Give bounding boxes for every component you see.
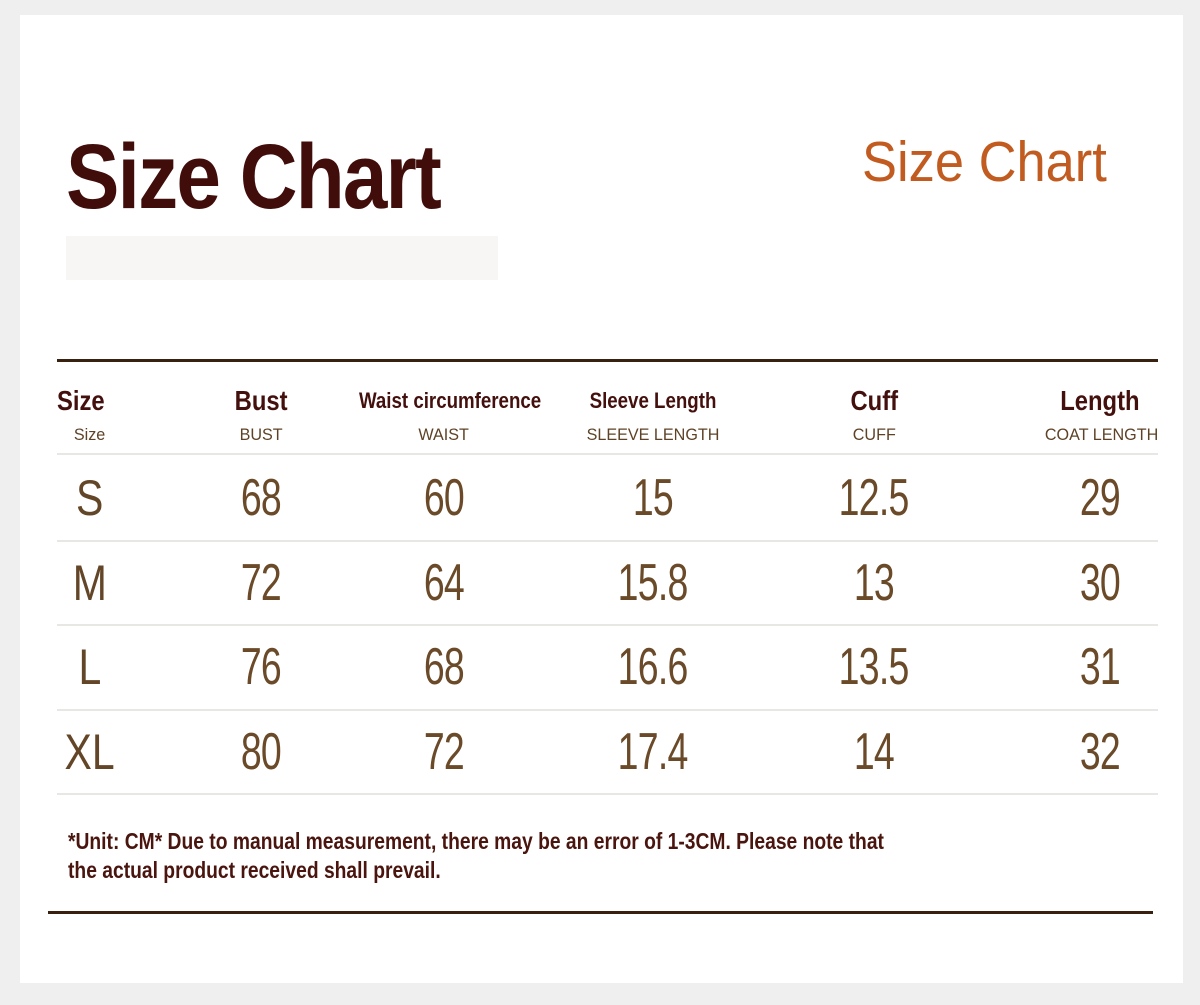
main-title: Size Chart (66, 126, 442, 228)
column-subheader: SLEEVE LENGTH (586, 425, 720, 444)
column-subheader: Size (73, 425, 106, 444)
value-cell: 12.5 (838, 469, 910, 528)
value-cell: 68 (241, 469, 282, 528)
size-cell: S (75, 470, 104, 527)
value-cell: 64 (423, 553, 465, 612)
table-header-row: Size Size Bust BUST Waist circumference … (57, 362, 1158, 455)
column-bust: Bust BUST (178, 386, 344, 453)
value-cell: 72 (423, 722, 465, 781)
column-header: Size (57, 385, 105, 416)
column-header: Sleeve Length (589, 388, 717, 413)
column-subheader: CUFF (852, 425, 896, 444)
value-cell: 14 (853, 722, 895, 781)
value-cell: 31 (1079, 638, 1121, 697)
table-row-s: S 68 60 15 12.5 29 (57, 457, 1158, 542)
column-size: Size Size (57, 386, 178, 453)
value-cell: 32 (1079, 722, 1121, 781)
value-cell: 13 (853, 553, 895, 612)
table-row-m: M 72 64 15.8 13 30 (57, 542, 1158, 626)
column-header: Waist circumference (359, 388, 542, 413)
column-waist: Waist circumference WAIST (344, 386, 543, 453)
size-cell: M (72, 554, 107, 611)
column-subheader: WAIST (418, 425, 470, 444)
table-bottom-rule (48, 911, 1153, 914)
title-highlight-box (66, 236, 498, 280)
size-note: *Unit: CM* Due to manual measurement, th… (68, 827, 1063, 884)
value-cell: 30 (1079, 553, 1121, 612)
column-subheader: COAT LENGTH (1045, 425, 1159, 444)
size-note-line-1: *Unit: CM* Due to manual measurement, th… (68, 828, 884, 854)
column-header: Cuff (850, 385, 898, 416)
column-header: Bust (234, 385, 288, 416)
table-row-xl: XL 80 72 17.4 14 32 (57, 711, 1158, 795)
table-top-rule (57, 359, 1158, 362)
value-cell: 72 (241, 553, 282, 612)
value-cell: 17.4 (617, 722, 689, 781)
value-cell: 13.5 (838, 638, 910, 697)
corner-title: Size Chart (862, 130, 1107, 194)
column-subheader: BUST (239, 425, 283, 444)
column-sleeve: Sleeve Length SLEEVE LENGTH (544, 386, 762, 453)
value-cell: 60 (423, 469, 465, 528)
value-cell: 29 (1079, 469, 1121, 528)
size-chart-card: Size Chart Size Chart Size Size Bust BUS… (20, 15, 1183, 983)
size-note-line-2: the actual product received shall prevai… (68, 856, 441, 883)
value-cell: 16.6 (617, 638, 689, 697)
column-header: Length (1060, 385, 1140, 416)
size-cell: L (78, 639, 101, 696)
size-cell: XL (64, 723, 115, 780)
value-cell: 80 (241, 722, 282, 781)
value-cell: 68 (423, 638, 465, 697)
size-table-body: S 68 60 15 12.5 29 M 72 64 15.8 13 30 L … (57, 457, 1158, 795)
column-length: Length COAT LENGTH (986, 386, 1158, 453)
value-cell: 15.8 (617, 553, 689, 612)
value-cell: 15 (632, 469, 674, 528)
column-cuff: Cuff CUFF (762, 386, 987, 453)
value-cell: 76 (241, 638, 282, 697)
table-row-l: L 76 68 16.6 13.5 31 (57, 626, 1158, 711)
